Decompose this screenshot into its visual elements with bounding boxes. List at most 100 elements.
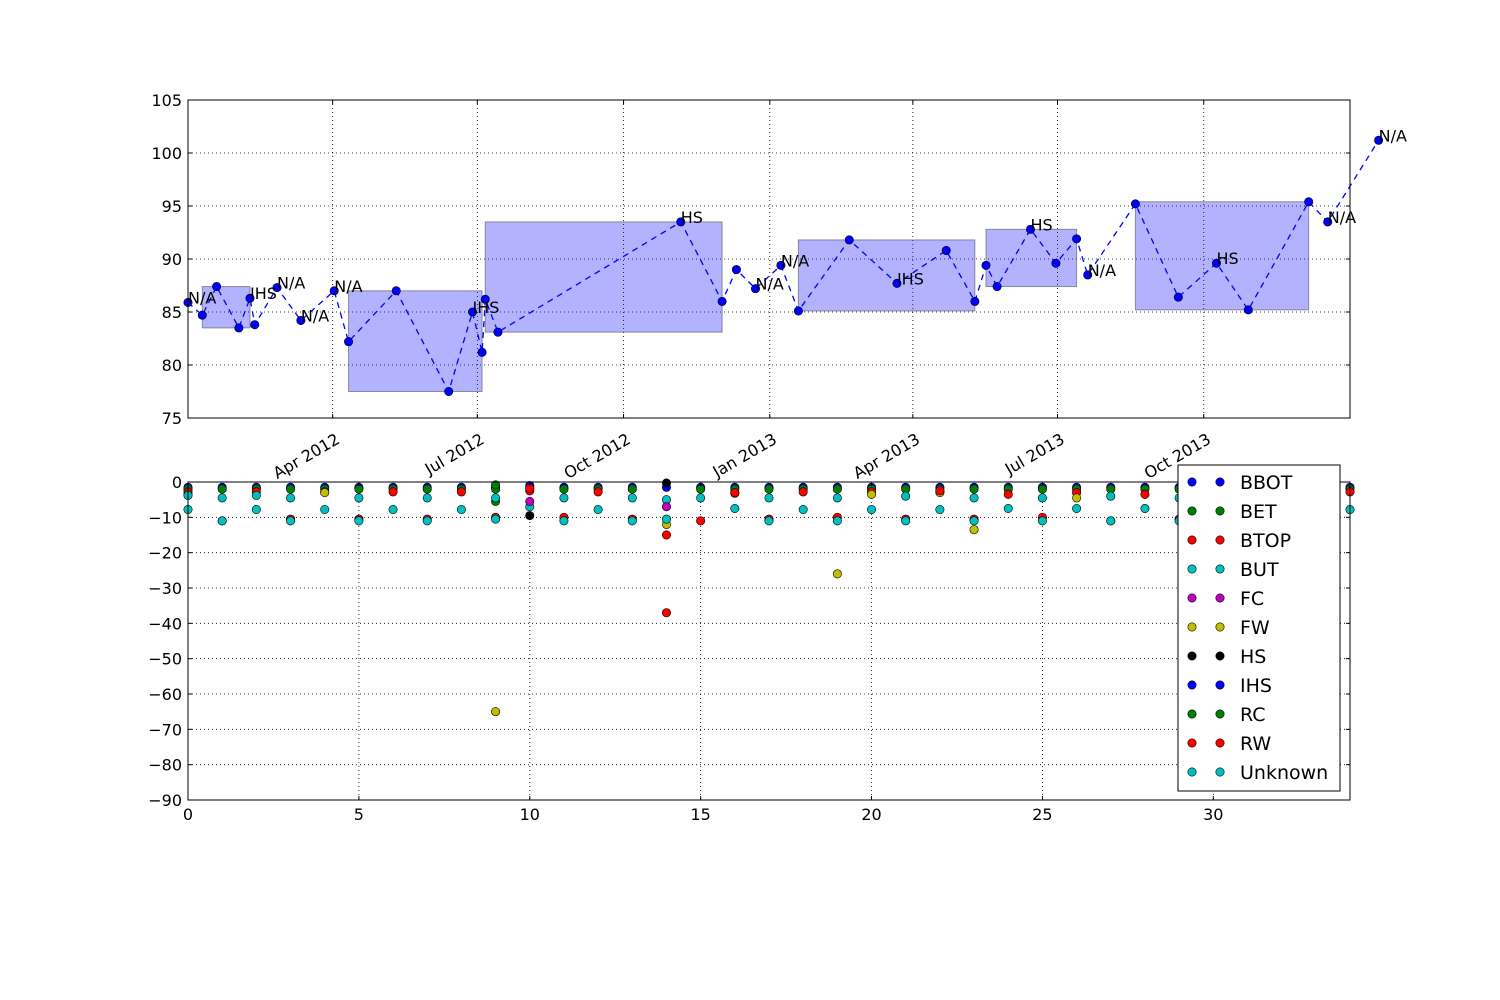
price-point bbox=[676, 217, 686, 227]
legend-marker-hs bbox=[1215, 651, 1225, 661]
scatter-point-fc bbox=[525, 496, 535, 506]
scatter-point-but bbox=[832, 493, 842, 503]
scatter-point-unknown bbox=[1106, 516, 1116, 526]
price-y-tick-label: 105 bbox=[151, 91, 182, 110]
scatter-point-btop bbox=[388, 487, 398, 497]
legend-marker-unknown bbox=[1215, 767, 1225, 777]
legend-label-bet: BET bbox=[1240, 501, 1277, 523]
price-line bbox=[187, 139, 1380, 394]
price-point bbox=[245, 293, 255, 303]
pattern-box bbox=[985, 228, 1078, 288]
legend-label-rc: RC bbox=[1240, 704, 1266, 726]
scatter-point-but bbox=[764, 493, 774, 503]
scatter-point-but bbox=[1003, 503, 1013, 513]
legend-label-fw: FW bbox=[1240, 617, 1270, 639]
scatter-point-but bbox=[456, 505, 466, 515]
price-point bbox=[1243, 305, 1253, 315]
scatter-point-bet bbox=[1037, 484, 1047, 494]
scatter-point-bet bbox=[559, 484, 569, 494]
price-point bbox=[480, 294, 490, 304]
price-point bbox=[1051, 258, 1061, 268]
scatter-y-tick-label: −10 bbox=[148, 508, 182, 527]
price-point bbox=[1083, 270, 1093, 280]
scatter-point-bet bbox=[286, 484, 296, 494]
scatter-point-but bbox=[286, 493, 296, 503]
legend-label-bbot: BBOT bbox=[1240, 472, 1293, 494]
pattern-boxes bbox=[201, 201, 1310, 392]
scatter-point-bet bbox=[764, 484, 774, 494]
scatter-point-hs bbox=[525, 511, 535, 521]
scatter-y-tick-label: −80 bbox=[148, 756, 182, 775]
scatter-point-but bbox=[1140, 503, 1150, 513]
price-y-tick-label: 90 bbox=[162, 250, 182, 269]
price-point bbox=[776, 260, 786, 270]
price-point bbox=[344, 337, 354, 347]
scatter-point-rw bbox=[661, 608, 671, 618]
scatter-point-but bbox=[320, 505, 330, 515]
scatter-point-bet bbox=[969, 484, 979, 494]
price-point bbox=[1130, 199, 1140, 209]
legend-marker-btop bbox=[1187, 535, 1197, 545]
price-point bbox=[731, 265, 741, 275]
scatter-point-unknown bbox=[251, 490, 261, 500]
price-point bbox=[197, 310, 207, 320]
price-point bbox=[296, 315, 306, 325]
scatter-y-tick-label: −20 bbox=[148, 544, 182, 563]
scatter-point-bet bbox=[696, 484, 706, 494]
price-point bbox=[1025, 224, 1035, 234]
category-scatter-chart: 0−10−20−30−40−50−60−70−80−900 5 10 15 20 25 30… bbox=[148, 464, 1355, 824]
scatter-point-hs bbox=[661, 478, 671, 488]
legend-label-fc: FC bbox=[1240, 588, 1264, 610]
legend-marker-fw bbox=[1215, 622, 1225, 632]
pattern-box bbox=[348, 290, 483, 392]
price-point bbox=[1374, 135, 1384, 145]
price-point bbox=[992, 282, 1002, 292]
scatter-point-bet bbox=[627, 484, 637, 494]
scatter-point-btop bbox=[798, 487, 808, 497]
scatter-point-but bbox=[867, 505, 877, 515]
scatter-point-but bbox=[1072, 503, 1082, 513]
scatter-point-unknown bbox=[901, 516, 911, 526]
pattern-annotation: N/A bbox=[1379, 126, 1407, 145]
legend: BBOT BET BTOP BUT FC FW HS IHS RC RW Unknown bbox=[1177, 464, 1341, 792]
scatter-x-tick-label: 15 bbox=[690, 805, 710, 824]
pattern-annotation: IHS bbox=[473, 298, 500, 317]
scatter-point-but bbox=[217, 493, 227, 503]
scatter-point-fw bbox=[1072, 493, 1082, 503]
scatter-points bbox=[183, 478, 1355, 717]
pattern-annotation: N/A bbox=[1088, 261, 1116, 280]
price-chart: N/A IHSN/AN/AN/AIHSHSN/AN/AIHSHSN/AHSN/AN… bbox=[151, 91, 1407, 483]
scatter-point-rc bbox=[491, 480, 501, 490]
price-y-tick-label: 95 bbox=[162, 197, 182, 216]
scatter-point-unknown bbox=[286, 516, 296, 526]
legend-label-but: BUT bbox=[1240, 559, 1279, 581]
scatter-point-unknown bbox=[969, 516, 979, 526]
legend-marker-fc bbox=[1187, 593, 1197, 603]
pattern-annotation: IHS bbox=[250, 284, 277, 303]
price-points bbox=[183, 135, 1384, 396]
pattern-annotation: N/A bbox=[277, 274, 305, 293]
scatter-point-btop bbox=[696, 516, 706, 526]
price-point bbox=[468, 307, 478, 317]
scatter-y-tick-label: −30 bbox=[148, 579, 182, 598]
price-point bbox=[981, 260, 991, 270]
price-point bbox=[329, 286, 339, 296]
price-point bbox=[844, 235, 854, 245]
scatter-point-but bbox=[798, 505, 808, 515]
scatter-point-unknown bbox=[354, 516, 364, 526]
legend-label-unknown: Unknown bbox=[1240, 762, 1328, 784]
price-point bbox=[1304, 197, 1314, 207]
price-point bbox=[793, 306, 803, 316]
price-y-tick-label: 100 bbox=[151, 144, 182, 163]
scatter-point-but bbox=[559, 493, 569, 503]
legend-marker-fc bbox=[1215, 593, 1225, 603]
scatter-point-btop bbox=[593, 487, 603, 497]
scatter-chart-plot-area bbox=[188, 482, 1350, 800]
scatter-y-tick-label: 0 bbox=[172, 473, 182, 492]
scatter-point-unknown bbox=[832, 516, 842, 526]
scatter-point-rw bbox=[935, 486, 945, 496]
scatter-x-tick-label: 20 bbox=[861, 805, 881, 824]
scatter-point-bet bbox=[354, 484, 364, 494]
pattern-annotation: N/A bbox=[781, 251, 809, 270]
legend-marker-ihs bbox=[1187, 680, 1197, 690]
